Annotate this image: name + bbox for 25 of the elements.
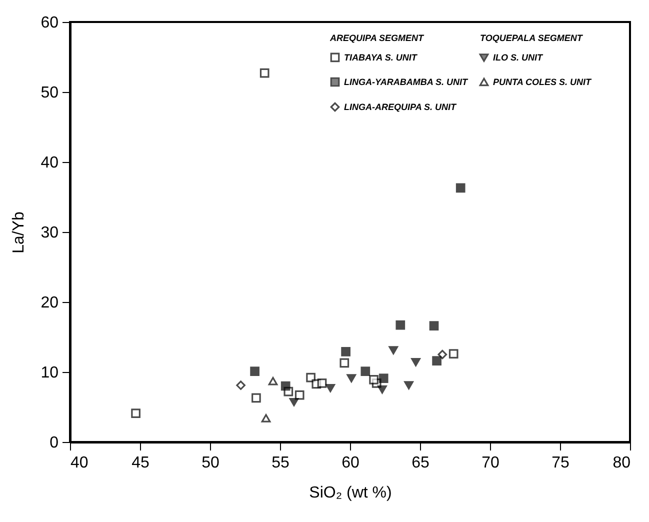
y-tick-label: 0	[50, 434, 59, 452]
x-tick-label: 45	[132, 454, 150, 472]
x-tick-label: 40	[70, 454, 88, 472]
x-tick-label: 65	[412, 454, 430, 472]
y-tick-label: 30	[40, 224, 59, 242]
legend-label: PUNTA COLES S. UNIT	[493, 77, 593, 87]
legend-label: LINGA-AREQUIPA S. UNIT	[344, 102, 458, 112]
x-tick-label: 80	[612, 454, 631, 472]
x-tick-label: 70	[482, 454, 500, 472]
x-axis-title: SiO₂ (wt %)	[309, 484, 392, 502]
x-tick-label: 55	[272, 454, 290, 472]
y-tick-label: 60	[40, 14, 59, 32]
annotation: AREQUIPA SEGMENT	[329, 33, 426, 43]
y-tick-label: 40	[40, 154, 59, 172]
legend-label: LINGA-YARABAMBA S. UNIT	[344, 77, 469, 87]
y-tick-label: 50	[40, 84, 59, 102]
x-tick-label: 60	[342, 454, 360, 472]
y-tick-label: 20	[40, 294, 59, 312]
y-tick-label: 10	[40, 364, 59, 382]
y-axis-title: La/Yb	[10, 211, 28, 254]
legend-label: ILO S. UNIT	[493, 52, 544, 63]
annotation: TOQUEPALA SEGMENT	[480, 33, 584, 43]
x-tick-label: 50	[202, 454, 220, 472]
legend-label: TIABAYA S. UNIT	[344, 52, 418, 62]
x-tick-label: 75	[552, 454, 570, 472]
